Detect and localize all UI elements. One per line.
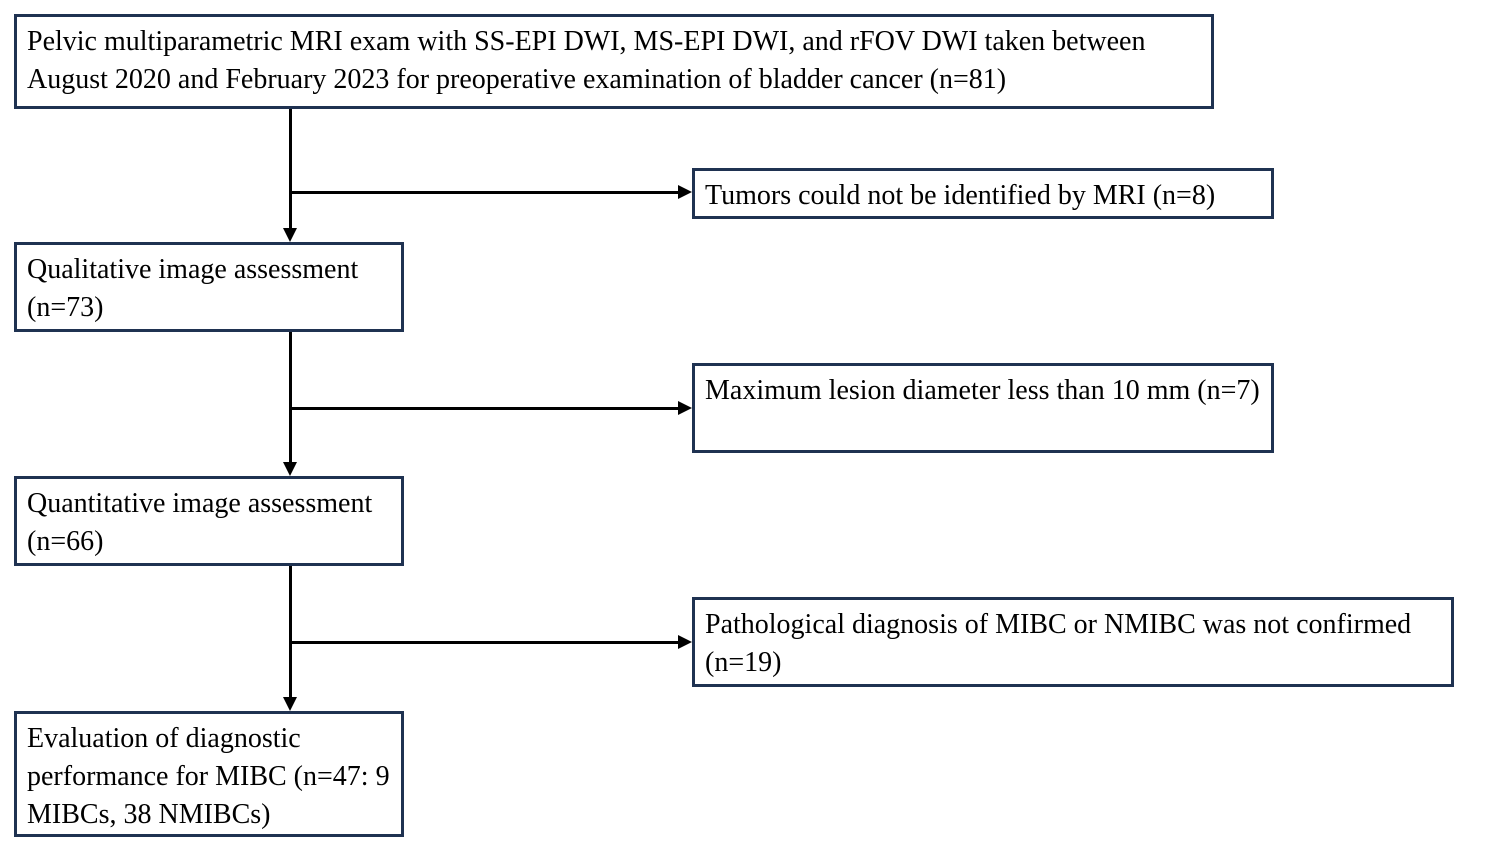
- box-final-evaluation-text: Evaluation of diagnostic performance for…: [27, 720, 393, 833]
- box-exclusion-1-text: Tumors could not be identified by MRI (n…: [705, 177, 1215, 215]
- box-exclusion-3-text: Pathological diagnosis of MIBC or NMIBC …: [705, 606, 1443, 682]
- box-qualitative-assessment-text: Qualitative image assessment (n=73): [27, 251, 393, 327]
- connector-v1-arrowhead: [283, 228, 297, 242]
- box-exclusion-1: Tumors could not be identified by MRI (n…: [692, 168, 1274, 219]
- box-exclusion-2: Maximum lesion diameter less than 10 mm …: [692, 363, 1274, 453]
- connector-h1-arrowhead: [678, 185, 692, 199]
- connector-h3-line: [290, 641, 678, 644]
- box-exclusion-2-text: Maximum lesion diameter less than 10 mm …: [705, 372, 1260, 410]
- box-quantitative-assessment-text: Quantitative image assessment (n=66): [27, 485, 393, 561]
- connector-v2-arrowhead: [283, 462, 297, 476]
- connector-h2-arrowhead: [678, 401, 692, 415]
- box-qualitative-assessment: Qualitative image assessment (n=73): [14, 242, 404, 332]
- connector-v2-line: [289, 332, 292, 462]
- box-exclusion-3: Pathological diagnosis of MIBC or NMIBC …: [692, 597, 1454, 687]
- box-final-evaluation: Evaluation of diagnostic performance for…: [14, 711, 404, 837]
- box-initial-cohort: Pelvic multiparametric MRI exam with SS-…: [14, 14, 1214, 109]
- connector-v1-line: [289, 109, 292, 228]
- box-quantitative-assessment: Quantitative image assessment (n=66): [14, 476, 404, 566]
- connector-h1-line: [290, 191, 678, 194]
- connector-h2-line: [290, 407, 678, 410]
- connector-v3-arrowhead: [283, 697, 297, 711]
- connector-v3-line: [289, 566, 292, 697]
- box-initial-cohort-text: Pelvic multiparametric MRI exam with SS-…: [27, 23, 1203, 99]
- connector-h3-arrowhead: [678, 635, 692, 649]
